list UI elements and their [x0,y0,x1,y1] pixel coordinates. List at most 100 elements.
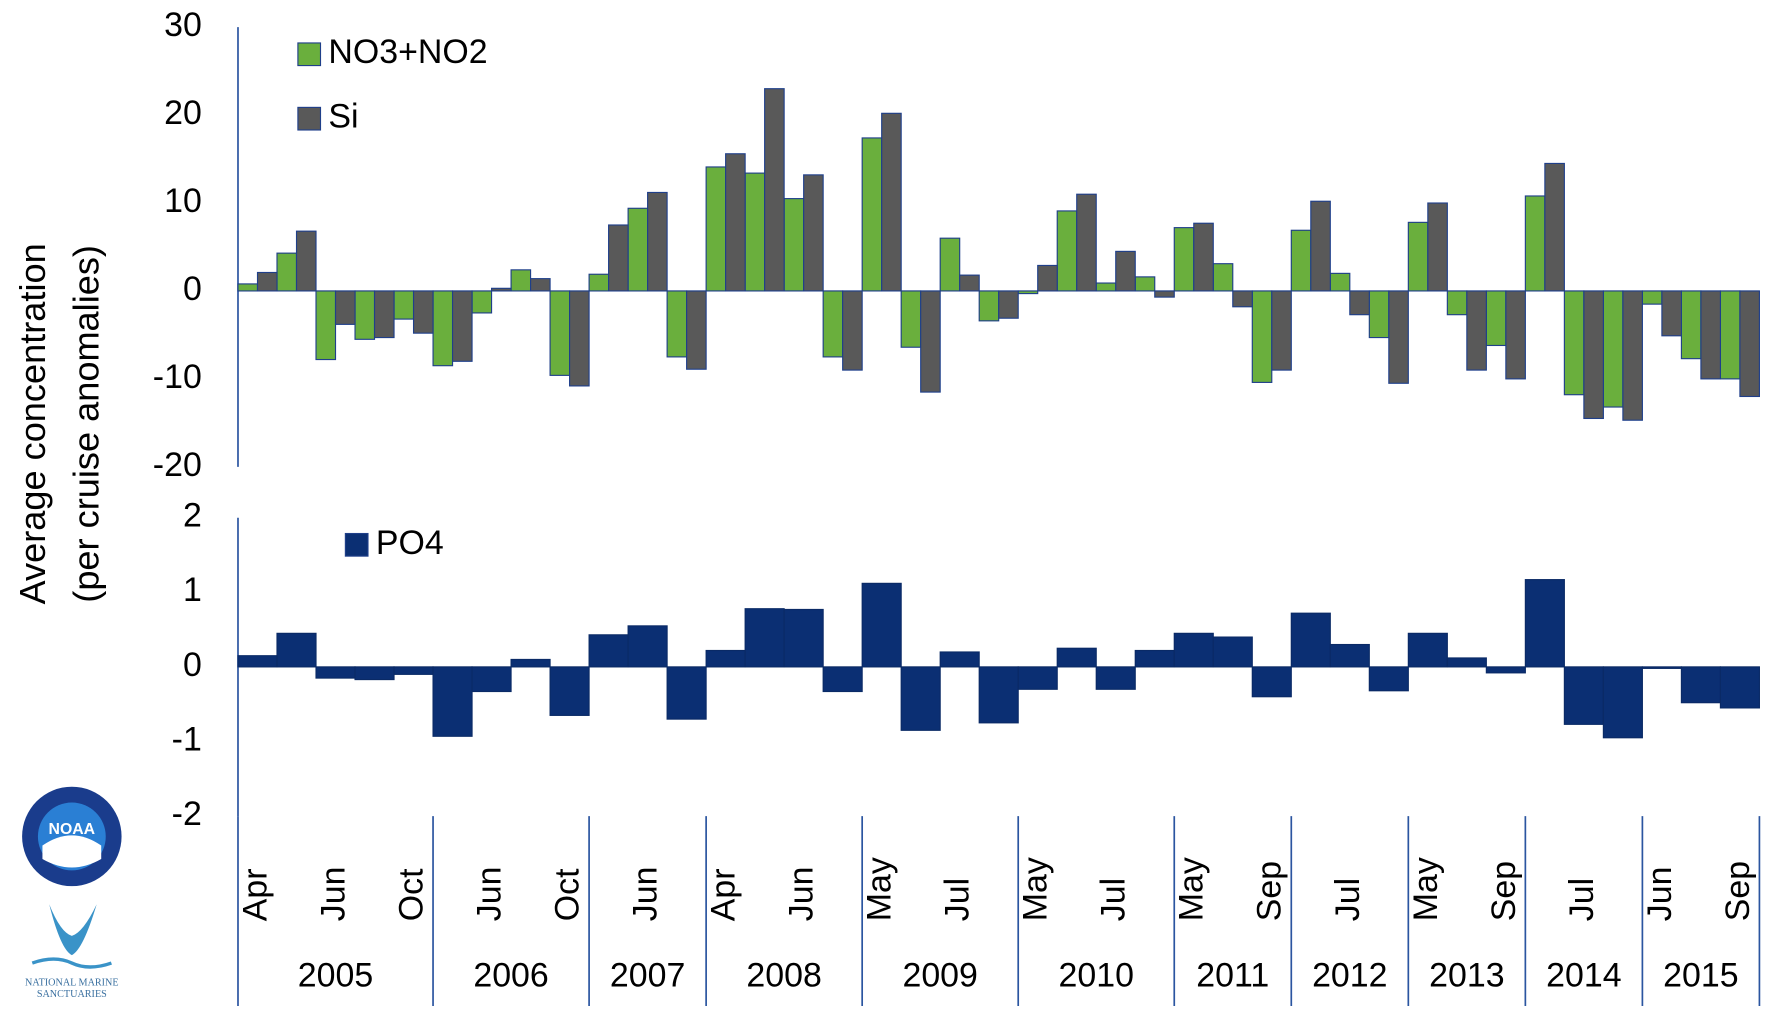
bar [1719,290,1741,380]
x-tick-label: May [1407,857,1445,921]
x-tick-label: Apr [236,868,274,921]
bar [334,290,356,325]
y-tick-label: 30 [164,6,202,44]
y-tick-label: 0 [183,270,202,308]
bar [1193,222,1214,292]
bar [1056,210,1078,292]
x-tick-label: Jun [471,867,509,922]
y-tick-label: 1 [183,571,202,609]
bar [1641,290,1663,305]
bar [1622,290,1643,421]
x-tick-label: Jun [1641,867,1679,922]
x-tick-label: Sep [1485,861,1523,921]
bar [764,88,785,292]
bar [1232,290,1253,308]
bar [881,112,902,292]
bar [861,582,902,668]
bar [1212,636,1253,668]
bar [1251,290,1273,383]
bar [1524,579,1565,668]
bar [1290,229,1312,292]
legend-swatch [344,532,369,557]
x-tick-label: Oct [549,868,587,921]
bar [1017,666,1058,690]
y-tick-label: -2 [172,795,202,833]
bar [1095,666,1136,690]
group-label: 2014 [1546,957,1621,995]
y-tick-label: -20 [153,446,202,484]
bar [1641,666,1682,669]
bar [1017,290,1039,295]
x-tick-label: Sep [1719,861,1757,921]
x-tick-label: Jun [783,867,821,922]
bar [276,632,317,668]
x-tick-label: Jul [939,878,977,921]
bar [1719,666,1760,709]
group-label: 2009 [902,957,977,995]
legend-label: Si [328,98,358,136]
bar [1602,666,1643,739]
bar [1680,290,1702,360]
bar [315,666,356,679]
group-label: 2006 [473,957,548,995]
y-axis-label: Average concentration [12,243,53,604]
bar [471,290,493,314]
sanctuaries-logo: NATIONAL MARINE SANCTUARIES [25,904,119,1000]
bar [1446,290,1468,316]
bar [1739,290,1760,398]
x-tick-label: Jun [314,867,352,922]
bar [354,290,376,340]
bar [1368,666,1409,692]
bar [256,271,278,292]
bar [1427,202,1448,292]
x-tick-label: Apr [705,868,743,921]
bar [1407,632,1448,668]
bar [725,153,746,292]
bar [1212,263,1234,292]
bar [861,137,883,292]
x-tick-label: Sep [1251,861,1289,921]
bar [1563,666,1604,725]
legend-label: NO3+NO2 [328,33,487,71]
bar [647,191,668,292]
bar [978,666,1019,724]
bar [822,290,844,358]
bar [783,198,805,292]
group-label: 2007 [610,957,685,995]
logo-text: SANCTUARIES [37,989,107,1000]
bar [1290,612,1331,668]
bar [1173,632,1214,668]
bar [1661,290,1682,337]
bar [530,278,551,292]
bar [744,608,785,668]
y-tick-label: 0 [183,646,202,684]
bar [627,207,649,292]
bar [1583,290,1604,420]
x-tick-label: May [1173,857,1211,921]
bar [1446,657,1487,668]
bar [939,651,980,668]
logo-text: NOAA [49,821,96,838]
bar [1056,647,1097,668]
bar [705,166,727,292]
legend-label: PO4 [376,524,444,562]
bar [1563,290,1585,396]
y-tick-label: 20 [164,94,202,132]
bar [920,290,941,393]
group-label: 2011 [1196,957,1269,995]
group-label: 2013 [1429,957,1504,995]
bar [569,290,590,387]
legend-swatch [297,106,322,131]
bar [1271,290,1292,371]
y-tick-label: 10 [164,182,202,220]
bar [393,290,415,320]
logo-text: NATIONAL MARINE [25,978,119,989]
bar [490,287,512,292]
bar [412,290,434,334]
bar [1680,666,1721,704]
bar [315,290,337,361]
group-label: 2005 [298,957,373,995]
x-tick-label: May [861,857,899,921]
y-tick-label: -10 [153,358,202,396]
bar [1602,290,1624,408]
